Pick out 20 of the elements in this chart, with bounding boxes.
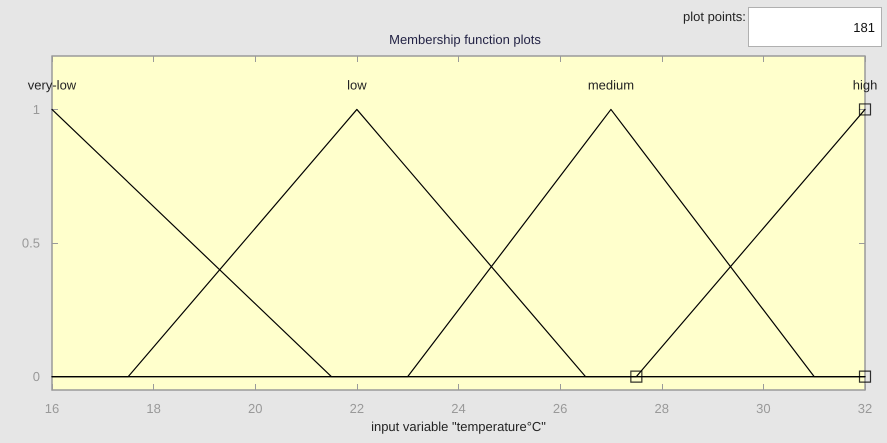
x-tick-label: 16 <box>44 401 60 416</box>
chart-title: Membership function plots <box>389 32 542 47</box>
y-tick-label: 1 <box>32 102 40 117</box>
x-tick-label: 22 <box>350 401 364 416</box>
series-label: medium <box>588 77 634 92</box>
series-label: high <box>852 77 878 92</box>
x-tick-label: 20 <box>248 401 262 416</box>
x-axis-title: input variable "temperature°C" <box>371 418 546 434</box>
x-tick-label: 26 <box>552 401 568 416</box>
series-label: very-low <box>28 77 77 92</box>
y-tick-label: 0 <box>32 369 40 384</box>
x-tick-label: 28 <box>654 401 669 416</box>
y-tick-label: 0.5 <box>22 236 40 251</box>
x-tick-label: 32 <box>858 401 872 416</box>
x-tick-label: 30 <box>756 401 771 416</box>
x-tick-label: 24 <box>451 401 466 416</box>
text-field: 181 <box>748 7 882 47</box>
x-tick-label: 18 <box>146 401 161 416</box>
series-label: low <box>347 77 368 92</box>
text: plot points: <box>683 9 746 24</box>
